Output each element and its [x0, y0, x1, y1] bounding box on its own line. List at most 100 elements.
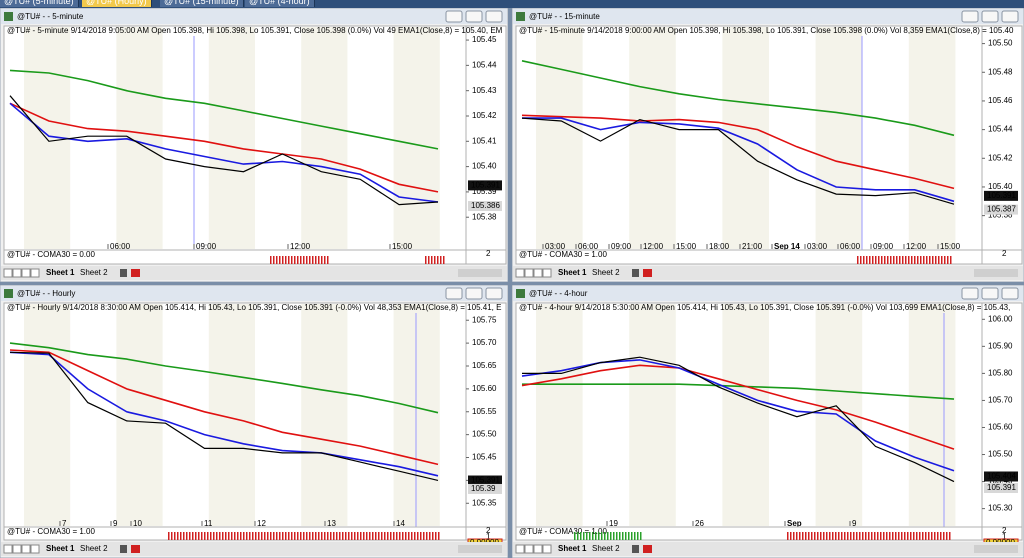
minimize-button[interactable] [961, 10, 979, 23]
sheet-nav-button[interactable] [12, 268, 22, 278]
y-tick-label: 105.41 [472, 136, 497, 145]
minimize-button[interactable] [445, 287, 463, 300]
sheet-nav-button[interactable] [524, 544, 534, 554]
indicator-label: @TU# - COMA30 = 1.00 [519, 250, 607, 259]
indicator-bar [883, 532, 885, 540]
sheet-nav-button[interactable] [515, 544, 525, 554]
indicator-bar [944, 256, 946, 264]
minimize-button[interactable] [961, 287, 979, 300]
indicator-bar [240, 532, 242, 540]
indicator-bar [222, 532, 224, 540]
indicator-bar [847, 532, 849, 540]
y-tick-label: 105.50 [988, 39, 1013, 48]
price-tag-label: 105.387 [987, 205, 1016, 214]
lock-icon [120, 269, 127, 277]
sheet-nav-button[interactable] [30, 268, 40, 278]
tab-strip: @TU# (5-minute) @TU# (Hourly) @TU# (15-min… [0, 0, 1024, 8]
sheet-tab[interactable]: Sheet 1 [46, 544, 75, 553]
indicator-bar [300, 532, 302, 540]
sheet-tab[interactable]: Sheet 2 [80, 268, 108, 277]
indicator-bar [838, 532, 840, 540]
sheet-nav-button[interactable] [3, 544, 13, 554]
sheet-nav-button[interactable] [533, 544, 543, 554]
y-tick-label: 105.50 [472, 430, 497, 439]
sheet-nav-button[interactable] [3, 268, 13, 278]
sheet-nav-button[interactable] [12, 544, 22, 554]
sheet-nav-button[interactable] [515, 268, 525, 278]
x-tick-label: 06:00 [840, 242, 861, 251]
indicator-bar [920, 256, 922, 264]
indicator-bar [249, 532, 251, 540]
scrollbar [974, 545, 1018, 553]
sheet-nav-button[interactable] [542, 268, 552, 278]
scrollbar [974, 269, 1018, 277]
sheet-bar [513, 266, 1023, 280]
price-axis [465, 25, 507, 251]
indicator-bar [628, 532, 630, 540]
indicator-bar [327, 532, 329, 540]
restore-button[interactable] [465, 10, 483, 23]
indicator-bar [872, 256, 874, 264]
indicator-line [521, 117, 955, 205]
indicator-bar [297, 532, 299, 540]
indicator-bar [911, 256, 913, 264]
indicator-line [9, 351, 439, 481]
window-tab[interactable]: @TU# (Hourly) [82, 0, 152, 7]
sheet-tab[interactable]: Sheet 2 [592, 268, 620, 277]
indicator-bar [174, 532, 176, 540]
sheet-tab[interactable]: Sheet 1 [558, 544, 587, 553]
sheet-nav-button[interactable] [21, 544, 31, 554]
sheet-nav-button[interactable] [21, 268, 31, 278]
indicator-bar [902, 256, 904, 264]
minimize-button[interactable] [445, 10, 463, 23]
chart-window: @TU# - - 15-minute @TU# - 15-minute 9/14/… [512, 8, 1024, 282]
restore-button[interactable] [981, 10, 999, 23]
close-button[interactable] [1001, 10, 1019, 23]
indicator-bar [802, 532, 804, 540]
indicator-bar [291, 256, 293, 264]
sheet-tab[interactable]: Sheet 2 [592, 544, 620, 553]
window-tab[interactable]: @TU# (4-hour) [245, 0, 315, 7]
indicator-bar [857, 256, 859, 264]
sheet-nav-button[interactable] [542, 544, 552, 554]
sheet-bar [1, 542, 507, 556]
indicator-bar [426, 532, 428, 540]
close-button[interactable] [1001, 287, 1019, 300]
indicator-bar [312, 532, 314, 540]
indicator-bar [901, 532, 903, 540]
scrollbar [458, 545, 502, 553]
price-tag [468, 475, 502, 486]
indicator-bar [431, 256, 433, 264]
sheet-tab[interactable]: Sheet 2 [80, 544, 108, 553]
sheet-nav-button[interactable] [30, 544, 40, 554]
sheet-nav-button[interactable] [533, 268, 543, 278]
close-button[interactable] [485, 287, 503, 300]
indicator-bar [408, 532, 410, 540]
y-tick-label: 105.70 [988, 396, 1013, 405]
close-button[interactable] [485, 10, 503, 23]
indicator-bar [931, 532, 933, 540]
restore-button[interactable] [981, 287, 999, 300]
indicator-line [9, 69, 439, 150]
indicator-bar [878, 256, 880, 264]
indicator-bar [637, 532, 639, 540]
sheet-tab[interactable]: Sheet 1 [46, 268, 75, 277]
indicator-bar [201, 532, 203, 540]
indicator-bar [805, 532, 807, 540]
y-tick-label: 105.46 [988, 96, 1013, 105]
indicator-bar [192, 532, 194, 540]
restore-button[interactable] [465, 287, 483, 300]
sheet-nav-button[interactable] [524, 268, 534, 278]
sheet-tab[interactable]: Sheet 1 [558, 268, 587, 277]
window-tab[interactable]: @TU# (15-minute) [160, 0, 244, 7]
indicator-bar [336, 532, 338, 540]
indicator-bar [592, 532, 594, 540]
price-tag [468, 180, 502, 191]
y-tick-label: 105.55 [472, 407, 497, 416]
indicator-bar [303, 532, 305, 540]
indicator-bar [234, 532, 236, 540]
window-tab[interactable]: @TU# (5-minute) [0, 0, 79, 7]
lock-icon [632, 545, 639, 553]
indicator-bar [895, 532, 897, 540]
